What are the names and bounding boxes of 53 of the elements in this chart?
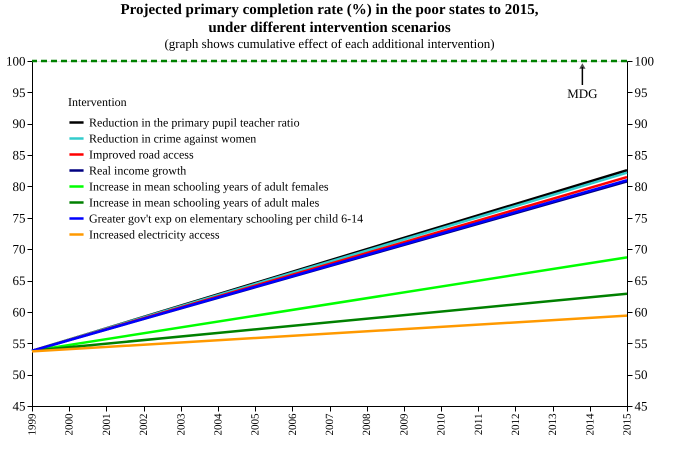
y-tick-label: 65 <box>12 273 26 288</box>
legend-label: Greater gov't exp on elementary schooling per child 6-14 <box>89 212 364 226</box>
legend-label: Reduction in crime against women <box>89 132 256 146</box>
x-tick-label: 2011 <box>472 414 485 436</box>
x-tick-label: 2006 <box>286 413 299 436</box>
x-tick-label: 2009 <box>398 413 410 436</box>
legend-label: Reduction in the primary pupil teacher ratio <box>89 116 300 130</box>
legend-label: Real income growth <box>89 164 186 178</box>
x-tick-label: 2014 <box>584 413 596 436</box>
x-tick-label: 2000 <box>64 413 76 436</box>
y-tick-label: 80 <box>12 178 26 194</box>
y-tick-label: 50 <box>12 367 26 382</box>
x-tick-label: 2008 <box>361 413 374 436</box>
y2-tick-label: 55 <box>634 336 648 351</box>
legend-label: Increased electricity access <box>89 228 220 242</box>
x-tick-label: 2010 <box>436 413 448 436</box>
y2-tick-label: 80 <box>634 178 648 194</box>
legend-label: Improved road access <box>89 148 194 162</box>
y2-tick-label: 90 <box>634 116 648 132</box>
y2-tick-label: 45 <box>634 398 648 414</box>
y2-tick-label: 70 <box>634 242 648 257</box>
y2-tick-label: 95 <box>634 84 648 100</box>
annotation: MDG <box>567 86 598 101</box>
x-tick-label: 2002 <box>138 414 150 436</box>
y2-tick-label: 85 <box>634 148 648 163</box>
x-tick-label: 2013 <box>547 413 560 436</box>
x-tick-label: 2004 <box>212 413 224 436</box>
y2-tick-label: 60 <box>634 304 648 320</box>
y2-tick-label: 75 <box>634 210 648 226</box>
chart-title: Projected primary completion rate (%) in the poor states to 2015, under different intervention scenarios <box>120 2 539 36</box>
x-tick-label: 2012 <box>510 414 522 436</box>
y-tick-label: 95 <box>12 84 26 100</box>
y-tick-label: 75 <box>12 210 26 226</box>
x-tick-label: 2015 <box>622 413 634 436</box>
y-tick-label: 100 <box>6 54 26 68</box>
y-tick-label: 60 <box>12 304 26 320</box>
y-tick-label: 85 <box>12 148 26 163</box>
y2-tick-label: 50 <box>634 367 648 382</box>
y-tick-label: 70 <box>12 242 26 257</box>
chart-subtitle: (graph shows cumulative effect of each additional intervention) <box>164 36 495 51</box>
legend-title: Intervention <box>68 95 127 109</box>
y2-tick-label: 100 <box>634 54 654 68</box>
x-tick-label: 2007 <box>324 413 336 436</box>
y-tick-label: 45 <box>12 398 26 414</box>
y-tick-label: 55 <box>12 336 26 351</box>
y2-tick-label: 65 <box>634 273 648 288</box>
x-tick-label: 1999 <box>26 413 38 436</box>
y-tick-label: 90 <box>12 116 26 132</box>
x-tick-label: 2005 <box>250 413 262 436</box>
x-tick-label: 2001 <box>100 414 113 436</box>
legend-label: Increase in mean schooling years of adult females <box>89 180 329 194</box>
legend-label: Increase in mean schooling years of adult males <box>89 196 320 210</box>
x-tick-label: 2003 <box>175 413 188 436</box>
